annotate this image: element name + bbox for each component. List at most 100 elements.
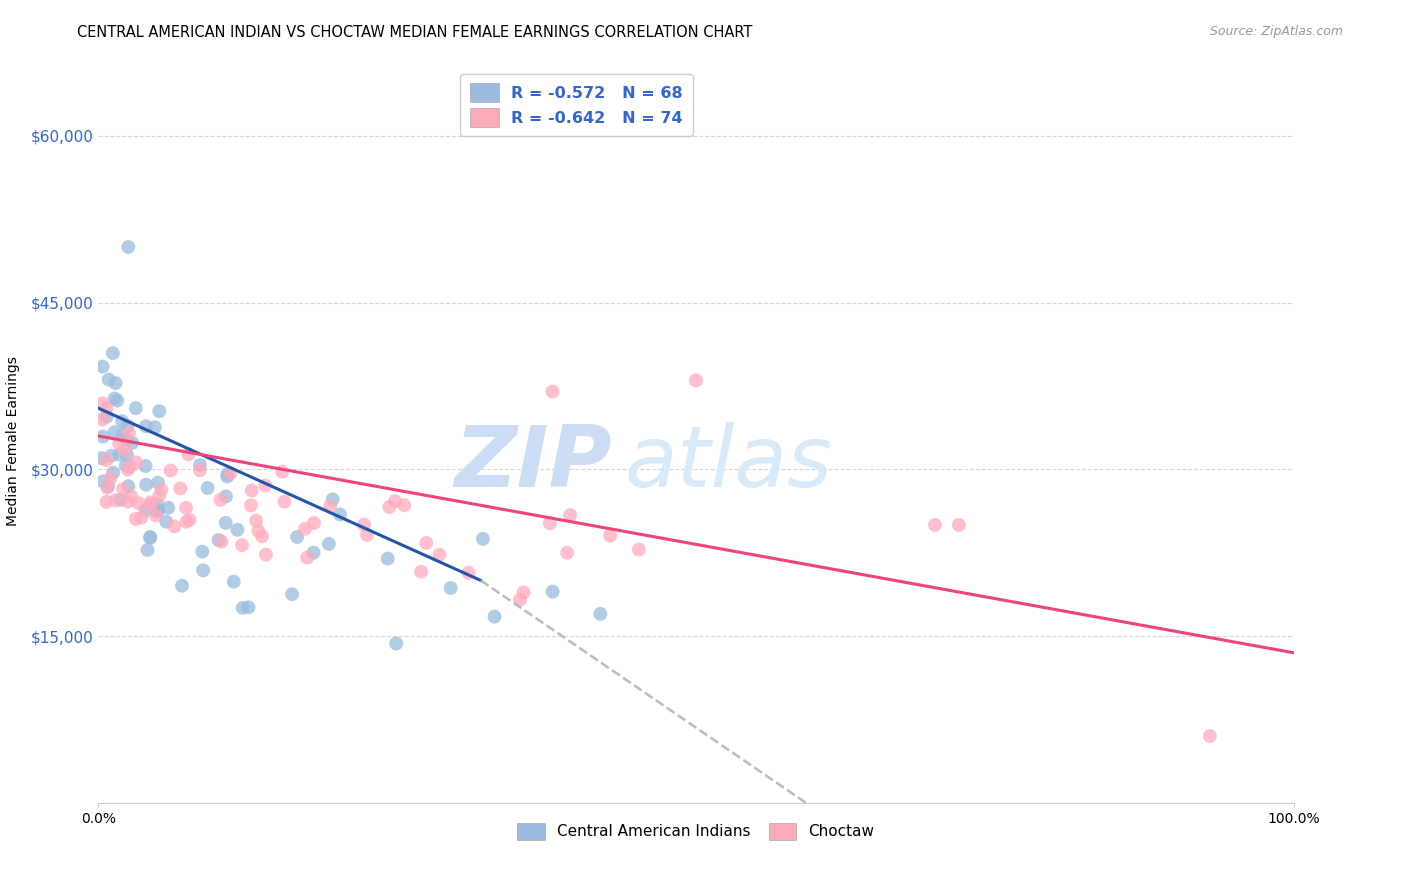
Point bbox=[322, 492, 344, 507]
Point bbox=[131, 510, 153, 524]
Point bbox=[135, 503, 157, 517]
Text: CENTRAL AMERICAN INDIAN VS CHOCTAW MEDIAN FEMALE EARNINGS CORRELATION CHART: CENTRAL AMERICAN INDIAN VS CHOCTAW MEDIA… bbox=[77, 25, 752, 40]
Text: atlas: atlas bbox=[624, 422, 832, 505]
Legend: Central American Indians, Choctaw: Central American Indians, Choctaw bbox=[512, 817, 880, 846]
Point bbox=[215, 516, 238, 530]
Point bbox=[318, 537, 340, 551]
Point bbox=[512, 585, 534, 599]
Point bbox=[273, 494, 295, 508]
Point bbox=[254, 548, 277, 562]
Point bbox=[120, 459, 142, 474]
Y-axis label: Median Female Earnings: Median Female Earnings bbox=[6, 357, 20, 526]
Point bbox=[91, 475, 114, 489]
Point bbox=[197, 481, 219, 495]
Point bbox=[115, 433, 138, 447]
Point bbox=[211, 534, 233, 549]
Point bbox=[108, 436, 131, 450]
Point bbox=[155, 515, 177, 529]
Point bbox=[148, 503, 170, 517]
Point bbox=[146, 498, 169, 512]
Point bbox=[169, 482, 191, 496]
Point bbox=[250, 529, 273, 543]
Point bbox=[139, 495, 162, 509]
Point bbox=[121, 435, 143, 450]
Point bbox=[91, 396, 114, 410]
Point bbox=[91, 412, 114, 426]
Point bbox=[302, 516, 325, 530]
Point bbox=[125, 401, 148, 415]
Point bbox=[555, 546, 578, 560]
Point bbox=[384, 494, 406, 508]
Point bbox=[118, 425, 141, 440]
Point bbox=[146, 504, 169, 518]
Point bbox=[329, 508, 352, 522]
Point bbox=[146, 475, 169, 490]
Point bbox=[97, 373, 120, 387]
Point bbox=[457, 566, 479, 580]
Point bbox=[924, 517, 946, 532]
Point bbox=[302, 546, 325, 560]
Text: ZIP: ZIP bbox=[454, 422, 613, 505]
Point bbox=[295, 550, 318, 565]
Point bbox=[112, 482, 135, 496]
Point bbox=[96, 495, 118, 509]
Point bbox=[294, 522, 316, 536]
Point bbox=[159, 463, 181, 477]
Point bbox=[179, 513, 201, 527]
Point bbox=[148, 404, 170, 418]
Point bbox=[353, 517, 375, 532]
Point bbox=[589, 607, 612, 621]
Point bbox=[222, 574, 245, 589]
Point bbox=[103, 466, 125, 480]
Point bbox=[117, 479, 139, 493]
Text: Source: ZipAtlas.com: Source: ZipAtlas.com bbox=[1209, 25, 1343, 38]
Point bbox=[385, 636, 408, 650]
Point bbox=[117, 240, 139, 254]
Point bbox=[240, 483, 263, 498]
Point bbox=[377, 551, 399, 566]
Point bbox=[509, 592, 531, 607]
Point bbox=[105, 393, 128, 408]
Point bbox=[238, 600, 260, 615]
Point bbox=[110, 492, 132, 507]
Point bbox=[271, 465, 294, 479]
Point bbox=[356, 528, 378, 542]
Point bbox=[135, 458, 157, 473]
Point bbox=[163, 519, 186, 533]
Point bbox=[538, 516, 561, 531]
Point bbox=[685, 373, 707, 387]
Point bbox=[948, 517, 970, 532]
Point bbox=[440, 581, 463, 595]
Point bbox=[91, 359, 114, 374]
Point bbox=[217, 467, 239, 482]
Point bbox=[484, 609, 506, 624]
Point bbox=[429, 548, 451, 562]
Point bbox=[209, 492, 232, 507]
Point bbox=[103, 392, 125, 406]
Point bbox=[231, 538, 253, 552]
Point bbox=[217, 469, 239, 483]
Point bbox=[97, 479, 120, 493]
Point bbox=[117, 419, 139, 434]
Point bbox=[188, 463, 211, 477]
Point bbox=[111, 427, 134, 442]
Point bbox=[191, 544, 214, 558]
Point bbox=[1199, 729, 1222, 743]
Point bbox=[394, 498, 416, 512]
Point bbox=[219, 467, 242, 481]
Point bbox=[232, 600, 254, 615]
Point bbox=[627, 542, 650, 557]
Point bbox=[139, 530, 162, 544]
Point bbox=[254, 478, 277, 492]
Point bbox=[128, 496, 150, 510]
Point bbox=[599, 529, 621, 543]
Point bbox=[139, 498, 162, 512]
Point bbox=[148, 489, 170, 503]
Point bbox=[103, 425, 125, 439]
Point bbox=[90, 451, 112, 466]
Point bbox=[150, 483, 173, 497]
Point bbox=[96, 453, 118, 467]
Point bbox=[226, 523, 249, 537]
Point bbox=[114, 443, 136, 458]
Point bbox=[115, 448, 138, 462]
